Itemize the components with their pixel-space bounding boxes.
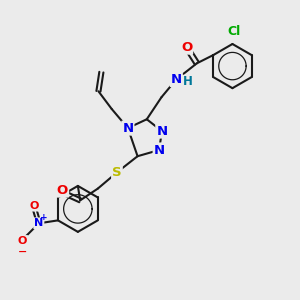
Text: N: N [156,124,167,138]
Text: −: − [18,247,27,257]
Text: Cl: Cl [227,25,241,38]
Text: +: + [40,213,48,222]
Text: N: N [122,122,134,135]
Text: N: N [34,218,44,228]
Text: O: O [18,236,27,246]
Text: H: H [182,75,192,88]
Text: N: N [154,143,165,157]
Text: O: O [30,201,39,211]
Text: S: S [112,166,122,179]
Text: N: N [171,73,182,86]
Text: O: O [57,184,68,196]
Text: O: O [181,40,192,54]
